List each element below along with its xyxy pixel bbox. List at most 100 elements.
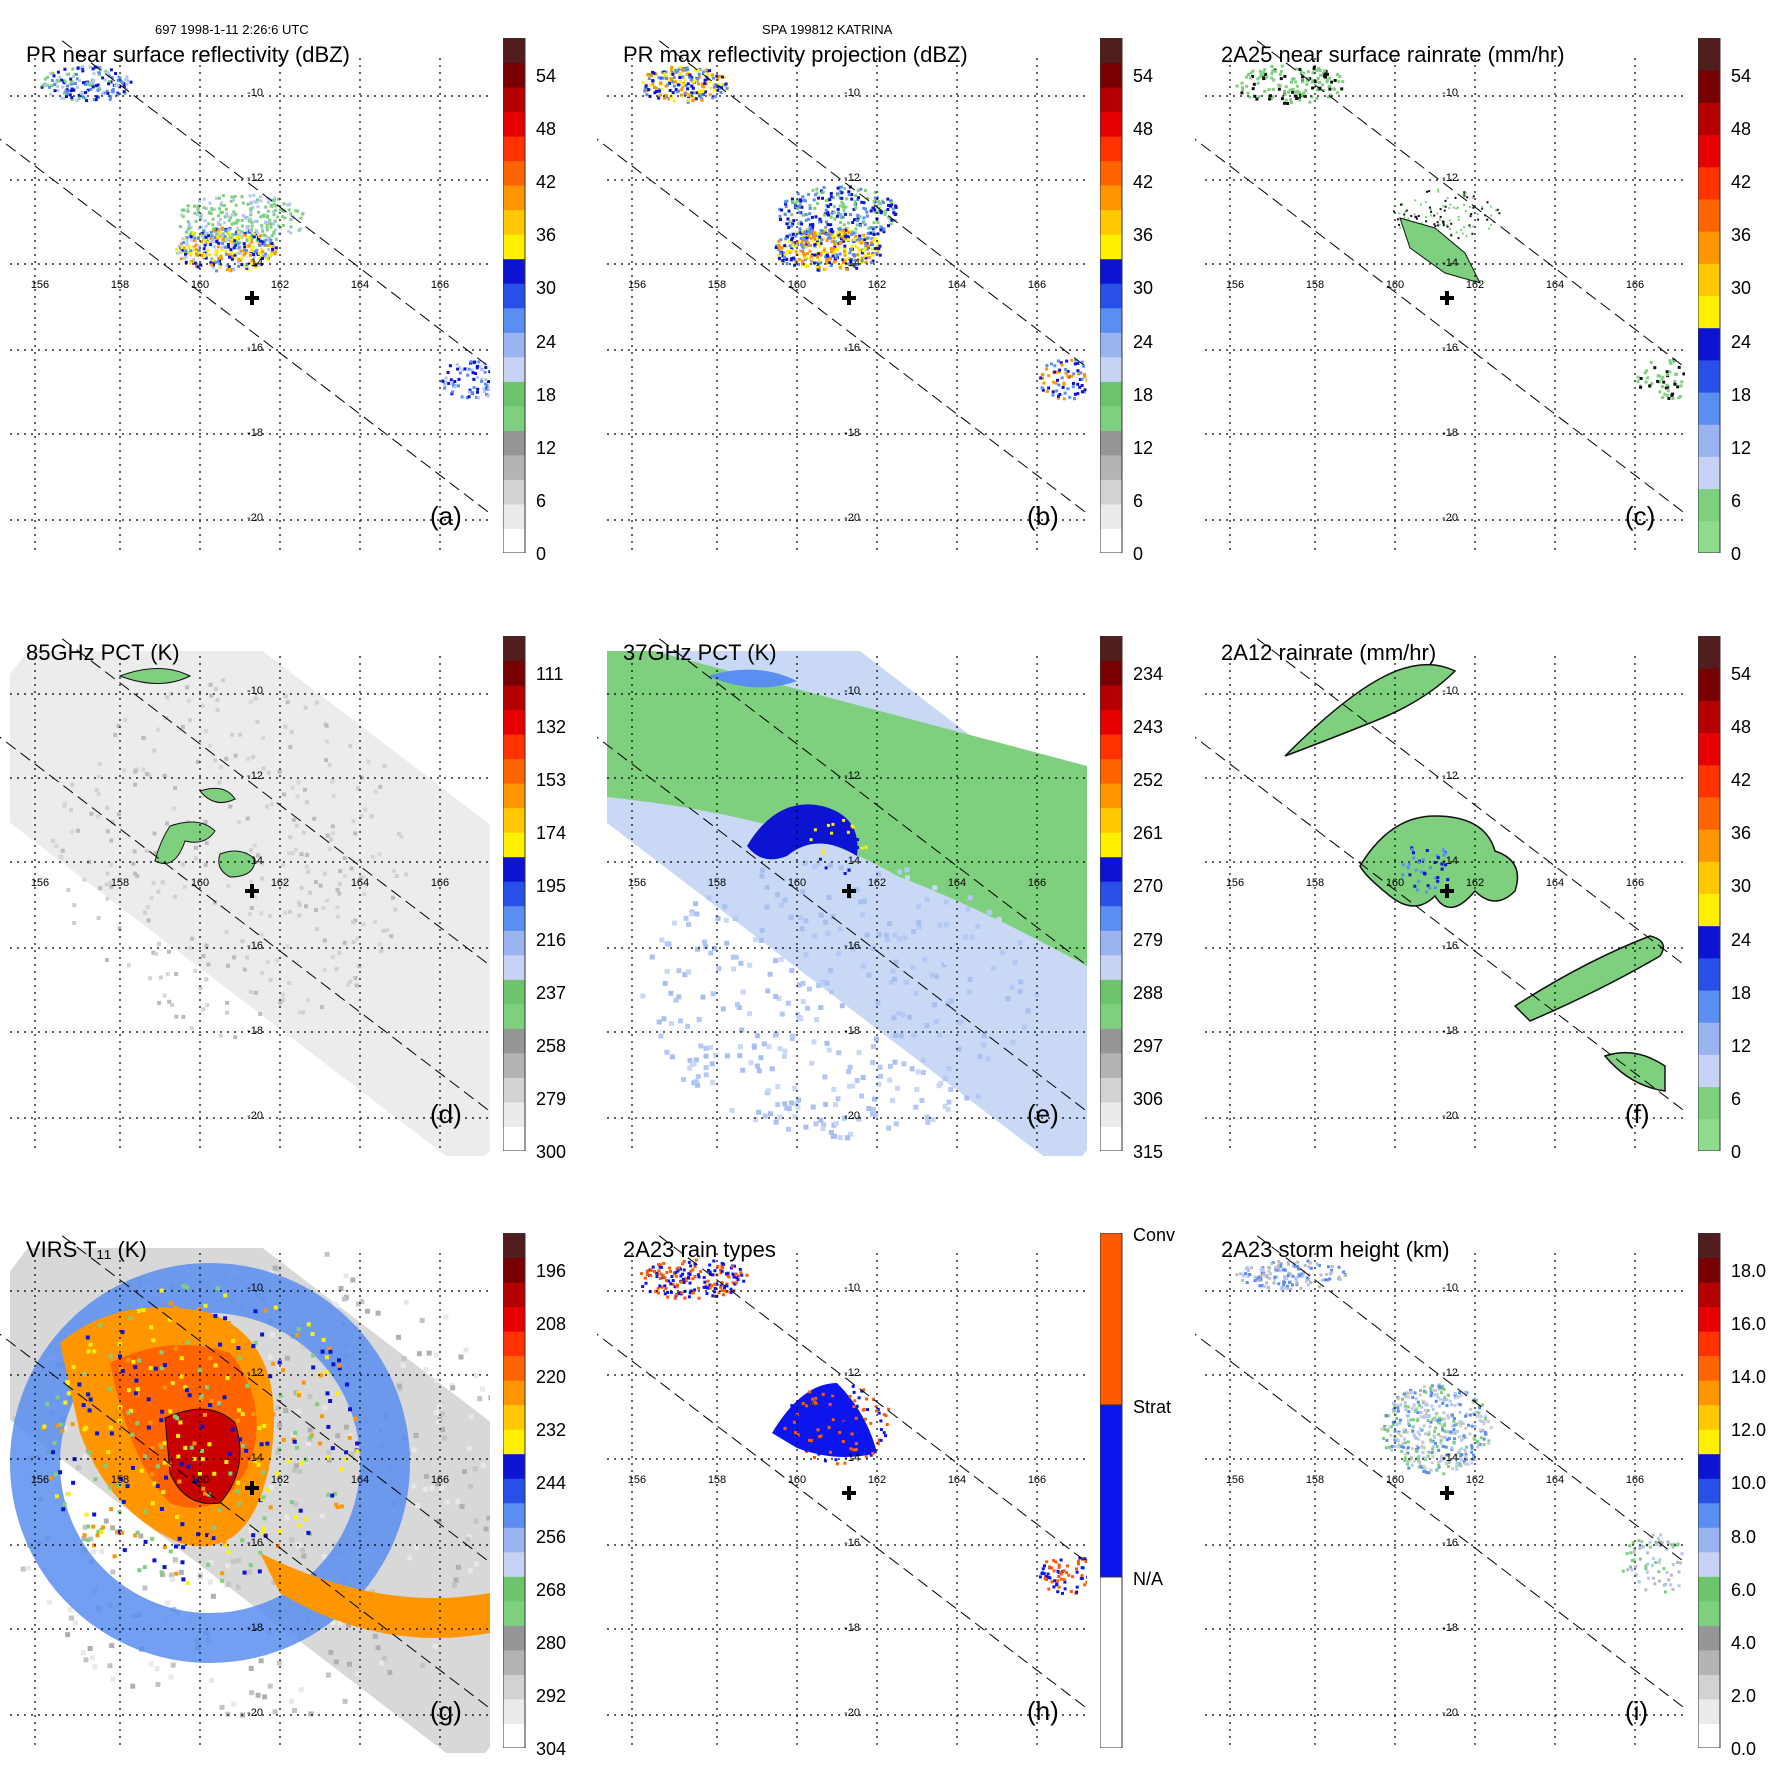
longitude-label: 166 [431,877,449,889]
panel-title: 85GHz PCT (K) [26,640,180,665]
colorbar [1100,636,1123,1151]
colorbar-tick-label: 16.0 [1731,1314,1767,1335]
longitude-label: 160 [1386,1474,1404,1486]
map-plot: 156 158 160 162 164 166 -10 -12 -14 -16 -18 -20 [1195,638,1685,1151]
map-panel-a: 156 158 160 162 164 166 -10 -12 -14 -16 -18 -20 PR n… [0,38,556,564]
longitude-label: 166 [431,279,449,291]
latitude-label: -16 [1442,940,1458,952]
map-panel-f: 156 158 160 162 164 166 -10 -12 -14 -16 -18 -20 2A12… [1195,636,1751,1162]
longitude-label: 156 [31,877,49,889]
colorbar-tick-label: 54 [1133,66,1154,86]
panel-letter: (f) [1625,1099,1650,1129]
map-panel-d: 156 158 160 162 164 166 -10 -12 -14 -16 -18 -20 85GH… [0,636,566,1162]
colorbar-tick-label: 279 [1133,929,1164,950]
colorbar-tick-label: N/A [1133,1569,1164,1589]
latitude-label: -12 [247,1367,263,1379]
colorbar-tick-label: 216 [536,929,567,950]
colorbar-tick-label: 12 [536,437,557,458]
storm-center-marker [245,291,259,305]
longitude-label: 166 [1626,279,1644,291]
colorbar-tick-label: 54 [1731,66,1752,86]
latitude-label: -10 [1442,87,1458,99]
colorbar-tick-label: Strat [1133,1397,1172,1417]
colorbar-tick-label: 258 [536,1035,567,1056]
latitude-label: -10 [844,87,860,99]
longitude-label: 158 [1306,877,1324,889]
latitude-label: -14 [247,1452,263,1464]
longitude-label: 158 [708,877,726,889]
latitude-label: -12 [1442,1367,1458,1379]
latitude-label: -18 [844,1025,860,1037]
latitude-label: -18 [247,1622,263,1634]
longitude-label: 156 [31,1474,49,1486]
longitude-label: 156 [1226,877,1244,889]
colorbar-tick-label: 261 [1133,823,1164,844]
colorbar-tick-label: 306 [1133,1088,1164,1109]
colorbar-tick-label: 6 [1731,1088,1742,1109]
colorbar-tick-label: 48 [1731,119,1752,140]
colorbar-tick-label: 237 [536,982,567,1003]
panel-letter: (a) [430,501,462,531]
lat-lon-grid: 156 158 160 162 164 166 -10 -12 -14 -16 -18 -20 [607,58,1087,553]
map-plot: 156 158 160 162 164 166 -10 -12 -14 -16 -18 -20 [0,40,490,553]
latitude-label: -18 [844,1622,860,1634]
longitude-label: 166 [1028,279,1046,291]
panel-letter: (e) [1027,1099,1059,1129]
colorbar-tick-label: 6 [1133,490,1144,511]
latitude-label: -14 [844,1452,860,1464]
colorbar-tick-label: 292 [536,1685,567,1706]
longitude-label: 166 [1028,877,1046,889]
longitude-label: 160 [191,1474,209,1486]
panel-letter: (i) [1625,1696,1649,1726]
colorbar-tick-label: 252 [1133,770,1164,791]
longitude-label: 164 [948,1474,966,1486]
longitude-label: 166 [1626,1474,1644,1486]
longitude-label: 162 [1466,1474,1484,1486]
longitude-label: 162 [271,1474,289,1486]
longitude-label: 166 [1626,877,1644,889]
storm-header: SPA 199812 KATRINA [762,22,893,37]
longitude-label: 162 [1466,877,1484,889]
colorbar-tick-label: 297 [1133,1035,1164,1056]
colorbar-tick-label: 18.0 [1731,1261,1767,1281]
swath-edges [1195,1235,1685,1710]
colorbar-tick-label: 36 [1731,225,1752,246]
swath-edges [1195,40,1685,515]
colorbar-tick-label: 12 [1133,437,1154,458]
latitude-label: -16 [844,342,860,354]
colorbar-tick-label: 174 [536,823,567,844]
colorbar-tick-label: 42 [536,172,557,193]
storm-center-marker [245,1481,259,1495]
latitude-label: -16 [247,940,263,952]
longitude-label: 158 [708,1474,726,1486]
latitude-label: -16 [247,1537,263,1549]
colorbar-tick-label: 0 [1731,1142,1742,1162]
latitude-label: -14 [1442,1452,1458,1464]
panel-letter: (c) [1625,501,1656,531]
latitude-label: -14 [247,855,263,867]
latitude-label: -20 [1442,1110,1458,1122]
latitude-label: -14 [247,257,263,269]
longitude-label: 156 [1226,1474,1244,1486]
longitude-label: 164 [351,279,369,291]
longitude-label: 156 [628,1474,646,1486]
colorbar-tick-label: 315 [1133,1142,1164,1162]
latitude-label: -12 [247,770,263,782]
colorbar-tick-label: 300 [536,1142,567,1162]
colorbar-tick-label: 12.0 [1731,1420,1767,1441]
map-panel-b: 156 158 160 162 164 166 -10 -12 -14 -16 -18 -20 PR m… [597,38,1153,564]
colorbar-tick-label: 8.0 [1731,1526,1757,1547]
longitude-label: 164 [1546,1474,1564,1486]
latitude-label: -20 [247,1707,263,1719]
longitude-label: 158 [111,279,129,291]
swath-edges [0,1235,490,1710]
lat-lon-grid: 156 158 160 162 164 166 -10 -12 -14 -16 -18 -20 [10,656,490,1151]
latitude-label: -18 [247,1025,263,1037]
colorbar-tick-label: Conv [1133,1225,1176,1245]
colorbar-tick-label: 6 [1731,490,1742,511]
latitude-label: -10 [1442,685,1458,697]
latitude-label: -10 [247,1282,263,1294]
colorbar-tick-label: 14.0 [1731,1367,1767,1388]
longitude-label: 158 [111,1474,129,1486]
longitude-label: 160 [1386,877,1404,889]
